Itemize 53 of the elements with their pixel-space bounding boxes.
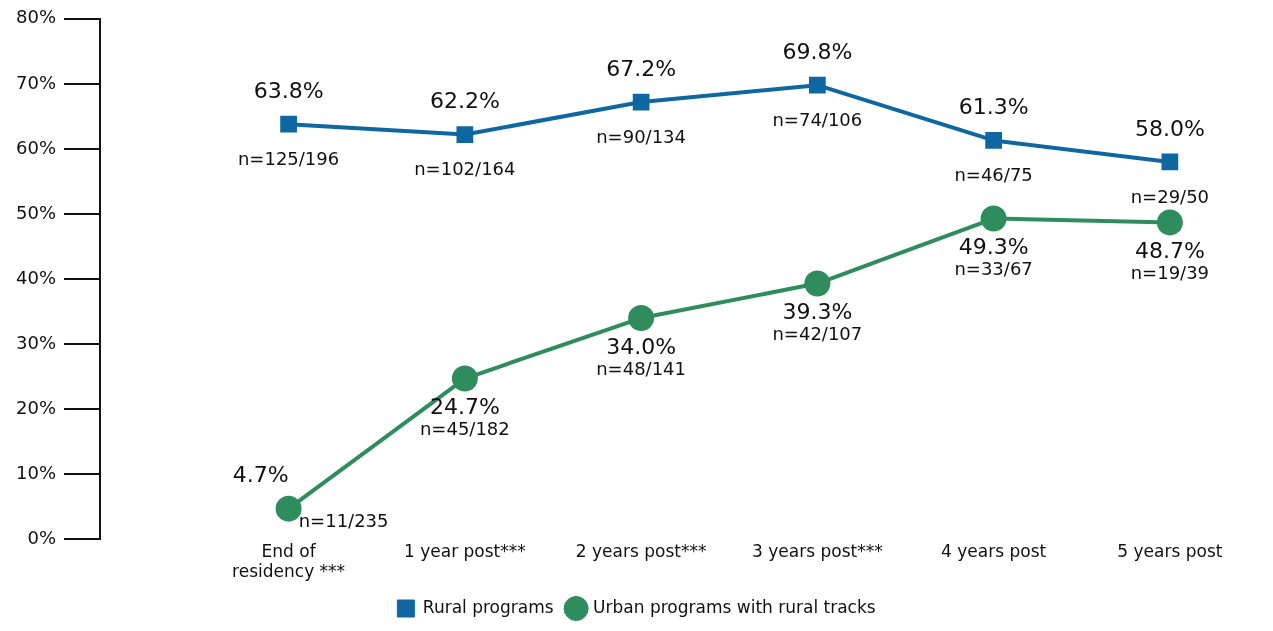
y-tick-label: 80% — [15, 6, 57, 28]
data-label: 62.2% — [429, 88, 500, 114]
point — [980, 205, 1007, 232]
annotation: n=48/141 — [596, 357, 687, 379]
data-label: 34.0% — [606, 333, 677, 359]
point — [628, 305, 655, 332]
x-tick-label: 3 years post*** — [752, 540, 883, 561]
annotation: n=33/67 — [954, 258, 1033, 280]
annotation: n=74/106 — [772, 108, 863, 130]
annotation: n=125/196 — [237, 147, 340, 169]
y-tick-label: 20% — [15, 396, 57, 418]
data-label: 58.0% — [1134, 115, 1205, 141]
data-label: 39.3% — [782, 299, 853, 325]
annotation: n=11/235 — [298, 510, 389, 532]
y-tick-label: 60% — [15, 136, 57, 158]
y-tick-label: 0% — [27, 526, 57, 548]
annotation: n=45/182 — [419, 418, 510, 440]
point — [280, 115, 297, 133]
annotation: n=102/164 — [414, 158, 516, 180]
legend-label: Urban programs with rural tracks — [593, 596, 876, 617]
data-label: 24.7% — [429, 394, 500, 420]
data-label: 67.2% — [606, 55, 677, 81]
point — [1156, 209, 1183, 236]
annotation: n=29/50 — [1130, 185, 1210, 207]
data-label: 61.3% — [958, 94, 1029, 120]
y-tick-label: 70% — [15, 71, 57, 93]
x-tick-label: 4 years post — [941, 540, 1047, 561]
annotation: n=90/134 — [596, 125, 687, 147]
point — [275, 495, 302, 522]
x-tick-label: 5 years post — [1117, 540, 1223, 561]
annotation: n=19/39 — [1130, 262, 1210, 284]
y-tick-label: 30% — [15, 331, 57, 353]
x-tick-label: End of residency *** — [232, 540, 346, 582]
y-tick-label: 40% — [15, 266, 57, 288]
x-tick-label: 1 year post*** — [403, 540, 526, 561]
x-tick-label: 2 years post*** — [575, 540, 707, 561]
data-label: 49.3% — [958, 234, 1029, 260]
y-tick-label: 50% — [15, 201, 57, 223]
point — [632, 93, 650, 111]
y-tick-label: 10% — [15, 461, 57, 483]
annotation: n=42/107 — [772, 323, 863, 345]
point — [451, 365, 478, 392]
point — [1161, 153, 1179, 171]
data-label: 63.8% — [253, 77, 324, 103]
data-label: 48.7% — [1134, 238, 1205, 264]
point — [809, 76, 826, 94]
legend-label: Rural programs — [422, 596, 554, 617]
point — [804, 270, 831, 297]
point — [456, 126, 474, 143]
point — [985, 132, 1002, 149]
data-label: 69.8% — [782, 38, 853, 64]
data-label: 4.7% — [232, 462, 289, 488]
annotation: n=46/75 — [954, 164, 1033, 186]
